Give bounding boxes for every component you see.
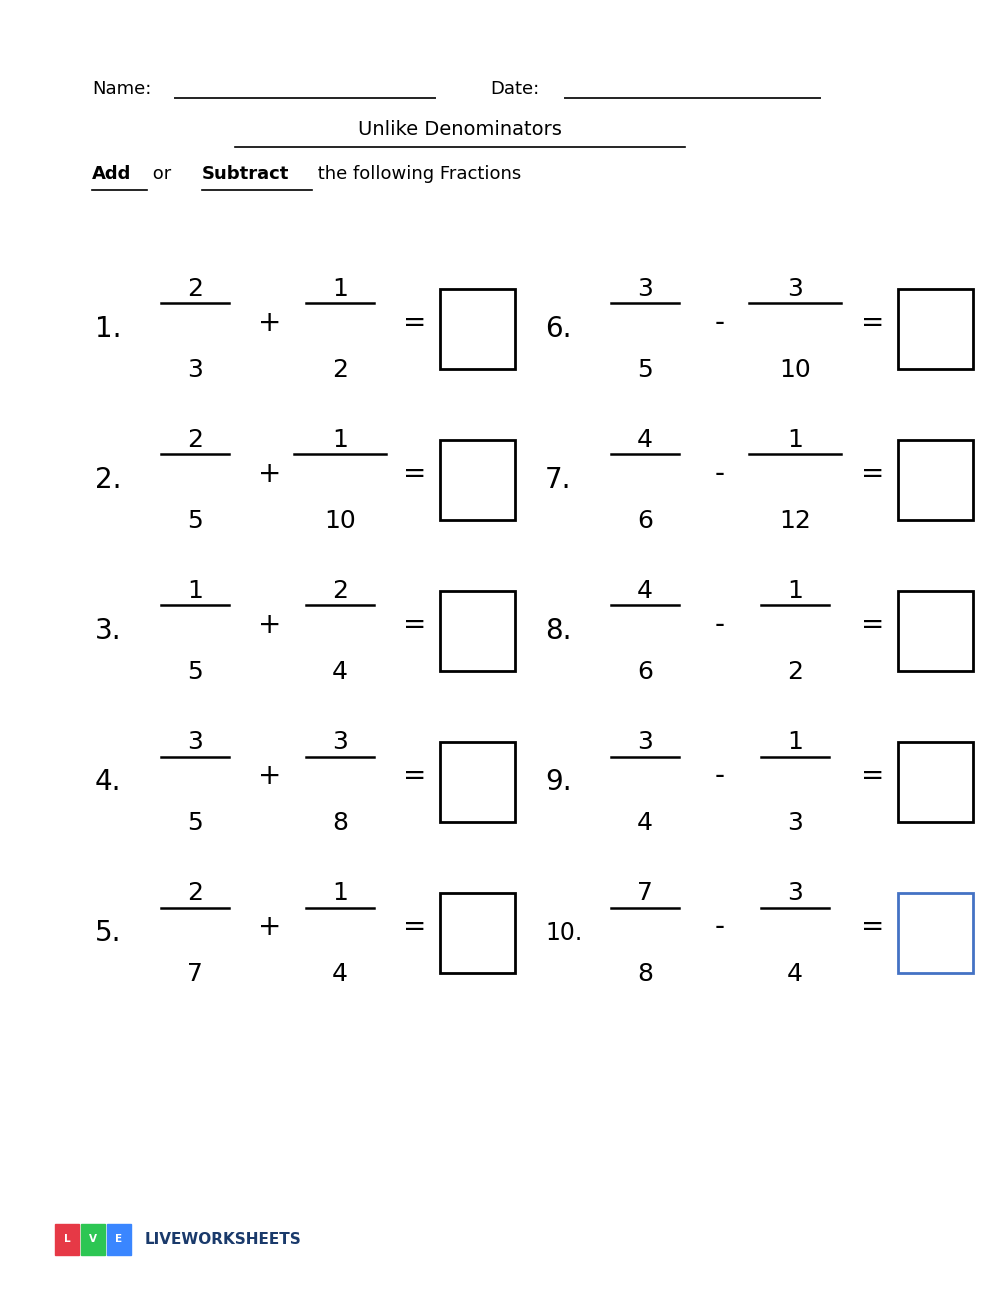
Text: L: L [64,1234,70,1245]
Text: +: + [258,913,282,941]
Text: 1: 1 [187,578,203,603]
Text: Add: Add [92,165,131,183]
Text: E: E [115,1234,123,1245]
Text: 1: 1 [332,880,348,905]
Text: -: - [715,611,725,639]
Text: =: = [403,460,427,488]
Bar [898,893,973,973]
Text: 5: 5 [187,509,203,533]
Text: =: = [403,913,427,941]
Text: 4: 4 [637,578,653,603]
Text: 8.: 8. [545,617,572,646]
Text: 5: 5 [637,358,653,382]
Text: 3: 3 [332,729,348,754]
Text: 2: 2 [187,276,203,301]
Text: 3: 3 [637,729,653,754]
Text: 4: 4 [637,811,653,835]
Text: -: - [715,309,725,337]
Text: Name:: Name: [92,80,151,98]
Bar [440,893,515,973]
Text: 3: 3 [187,358,203,382]
Text: 3: 3 [787,811,803,835]
Text: 3.: 3. [95,617,122,646]
Text: 5: 5 [187,660,203,684]
Text: =: = [861,460,885,488]
Text: 9.: 9. [545,768,572,797]
Text: +: + [258,460,282,488]
Text: the following Fractions: the following Fractions [312,165,521,183]
Text: 4: 4 [332,962,348,986]
Text: 2: 2 [787,660,803,684]
Text: Unlike Denominators: Unlike Denominators [358,120,562,139]
Text: 5.: 5. [95,919,122,948]
Text: 4: 4 [787,962,803,986]
Text: 10: 10 [324,509,356,533]
Text: 4.: 4. [95,768,122,797]
Text: -: - [715,460,725,488]
Text: or: or [147,165,177,183]
Text: 10: 10 [779,358,811,382]
Text: Subtract: Subtract [202,165,289,183]
Text: LIVEWORKSHEETS: LIVEWORKSHEETS [145,1232,302,1247]
Text: 2: 2 [332,358,348,382]
Text: 6: 6 [637,509,653,533]
Text: 6.: 6. [545,315,572,343]
Text: 3: 3 [787,276,803,301]
Text: 12: 12 [779,509,811,533]
Text: =: = [403,762,427,790]
Bar [107,1224,131,1255]
Text: 3: 3 [787,880,803,905]
Text: -: - [715,913,725,941]
Text: 4: 4 [637,427,653,452]
Text: 1.: 1. [95,315,122,343]
Text: =: = [861,762,885,790]
Text: =: = [403,309,427,337]
Text: 1: 1 [332,276,348,301]
Text: =: = [403,611,427,639]
Text: 8: 8 [332,811,348,835]
Bar [898,440,973,520]
Text: 7: 7 [187,962,203,986]
Text: 1: 1 [787,729,803,754]
Bar [440,440,515,520]
Bar [55,1224,79,1255]
Text: 6: 6 [637,660,653,684]
Bar [898,289,973,369]
Text: +: + [258,762,282,790]
Text: -: - [715,762,725,790]
Text: 1: 1 [787,578,803,603]
Text: 2: 2 [332,578,348,603]
Text: 3: 3 [187,729,203,754]
Text: 7: 7 [637,880,653,905]
Bar [898,742,973,822]
Bar [440,591,515,671]
Text: =: = [861,913,885,941]
Text: Date:: Date: [490,80,539,98]
Text: 10.: 10. [545,922,582,945]
Text: V: V [89,1234,97,1245]
Text: 4: 4 [332,660,348,684]
Text: 7.: 7. [545,466,572,494]
Text: 2: 2 [187,427,203,452]
Text: +: + [258,309,282,337]
Text: =: = [861,611,885,639]
Text: +: + [258,611,282,639]
Text: 5: 5 [187,811,203,835]
Bar [440,289,515,369]
Text: 8: 8 [637,962,653,986]
Text: =: = [861,309,885,337]
Bar [440,742,515,822]
Bar [81,1224,105,1255]
Text: 1: 1 [787,427,803,452]
Text: 1: 1 [332,427,348,452]
Text: 2: 2 [187,880,203,905]
Bar [898,591,973,671]
Text: 2.: 2. [95,466,122,494]
Text: 3: 3 [637,276,653,301]
